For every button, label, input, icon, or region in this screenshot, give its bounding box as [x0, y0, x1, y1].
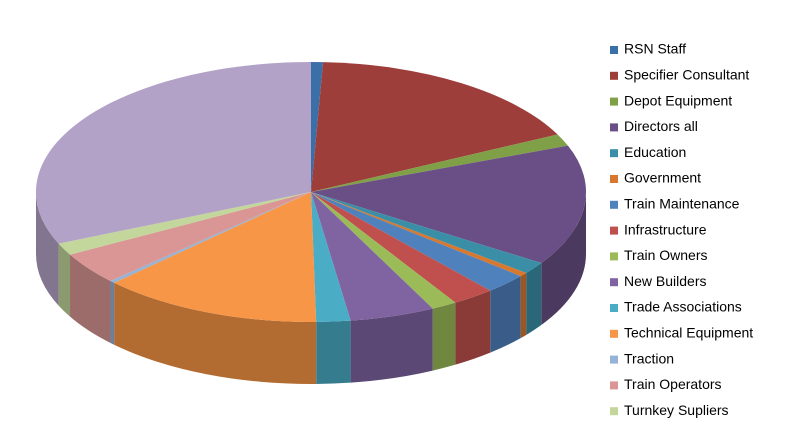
slice: [311, 192, 433, 321]
slice-side: [110, 280, 115, 345]
legend-label: Train Maintenance: [624, 196, 740, 212]
slice: [35, 62, 311, 244]
legend-label: Directors all: [624, 118, 698, 134]
legend-swatch: [610, 123, 618, 132]
slice: [311, 192, 456, 309]
slice: [110, 192, 311, 283]
legend-label: Education: [624, 144, 686, 160]
legend-swatch: [610, 149, 618, 158]
legend-swatch: [610, 97, 618, 106]
slice-side: [70, 254, 111, 343]
slice: [114, 192, 317, 322]
slice-side: [432, 302, 456, 371]
legend-label: Trade Associations: [624, 299, 742, 315]
legend-label: Train Owners: [624, 247, 708, 263]
slice-side: [114, 282, 317, 384]
legend-swatch: [610, 407, 618, 416]
slice-side: [36, 192, 59, 306]
legend-swatch: [610, 355, 618, 364]
slice: [311, 192, 491, 303]
slice: [311, 62, 324, 192]
legend-swatch: [610, 226, 618, 235]
slice: [311, 192, 351, 322]
slice-side: [526, 263, 542, 335]
legend-swatch: [610, 304, 618, 312]
legend-swatch: [610, 252, 618, 261]
legend-label: Technical Equipment: [624, 325, 753, 341]
slice: [311, 192, 521, 291]
legend-label: Traction: [624, 350, 674, 366]
slice: [311, 62, 558, 192]
legend-label: Turnkey Supliers: [624, 402, 729, 418]
legend-swatch: [610, 46, 618, 54]
slice-side: [316, 320, 351, 384]
slice: [70, 192, 312, 281]
legend-swatch: [610, 381, 618, 390]
slice-side: [350, 308, 433, 383]
slice: [311, 145, 586, 264]
slice-side: [455, 290, 491, 365]
legend-label: Specifier Consultant: [624, 67, 749, 83]
legend-swatch: [610, 200, 618, 209]
slice: [311, 134, 568, 192]
legend-label: Depot Equipment: [624, 92, 732, 108]
legend-label: New Builders: [624, 273, 706, 289]
legend-swatch: [610, 71, 618, 80]
legend-label: Train Operators: [624, 376, 722, 392]
slice: [311, 192, 527, 277]
slice: [311, 192, 542, 273]
legend-label: RSN Staff: [624, 41, 686, 57]
slice-side: [490, 276, 521, 353]
legend-swatch: [610, 329, 618, 338]
slice-side: [541, 192, 586, 326]
legend-label: Government: [624, 170, 701, 186]
slice: [58, 192, 311, 255]
slice-side: [520, 272, 527, 339]
legend-swatch: [610, 175, 618, 183]
legend-swatch: [610, 278, 618, 287]
legend-label: Infrastructure: [624, 221, 707, 237]
slice-side: [58, 243, 71, 317]
